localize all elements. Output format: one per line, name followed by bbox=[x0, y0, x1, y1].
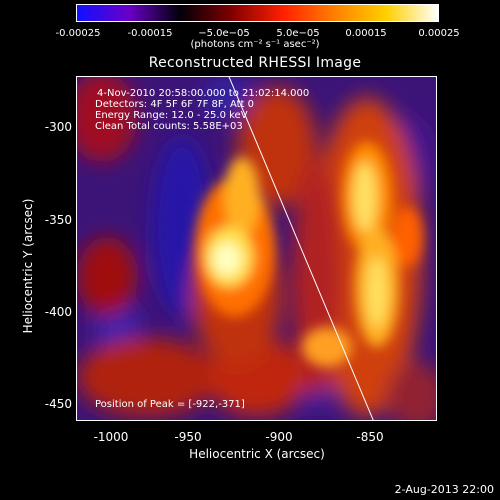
plot-title: Reconstructed RHESSI Image bbox=[148, 55, 362, 71]
detectors-text: Detectors: 4F 5F 6F 7F 8F, Att 0 bbox=[95, 99, 255, 110]
x-tick-label: -900 bbox=[265, 430, 293, 444]
x-tick-label: -850 bbox=[356, 430, 384, 444]
peak-position-text: Position of Peak = [-922,-371] bbox=[95, 399, 245, 410]
colorbar-tick-label: -0.00025 bbox=[55, 28, 101, 39]
y-tick-label: -350 bbox=[44, 213, 72, 227]
y-tick-label: -400 bbox=[44, 305, 72, 319]
rhessi-image-canvas bbox=[77, 77, 436, 420]
colorbar bbox=[76, 4, 439, 22]
y-tick-label: -300 bbox=[44, 120, 72, 134]
image-plot-area: 4-Nov-2010 20:58:00.000 to 21:02:14.000 … bbox=[76, 76, 437, 421]
energy-range-text: Energy Range: 12.0 - 25.0 keV bbox=[95, 110, 248, 121]
colorbar-tick-label: 0.00025 bbox=[418, 28, 460, 39]
clean-total-counts-text: Clean Total counts: 5.58E+03 bbox=[95, 121, 243, 132]
y-axis-label: Heliocentric Y (arcsec) bbox=[21, 198, 35, 334]
x-axis-label: Heliocentric X (arcsec) bbox=[189, 447, 325, 461]
colorbar-tick-label: -0.00015 bbox=[127, 28, 173, 39]
colorbar-tick-label: 0.00015 bbox=[345, 28, 387, 39]
colorbar-units: (photons cm⁻² s⁻¹ asec⁻²) bbox=[190, 39, 320, 50]
plot-date-stamp: 2-Aug-2013 22:00 bbox=[394, 483, 494, 496]
x-tick-label: -950 bbox=[174, 430, 202, 444]
colorbar-tick-label: 5.0e−05 bbox=[276, 28, 320, 39]
x-tick-label: -1000 bbox=[93, 430, 129, 444]
time-range-text: 4-Nov-2010 20:58:00.000 to 21:02:14.000 bbox=[97, 88, 310, 99]
colorbar-tick-label: −5.0e−05 bbox=[198, 28, 250, 39]
y-tick-label: -450 bbox=[44, 397, 72, 411]
solar-limb-line bbox=[228, 77, 374, 420]
